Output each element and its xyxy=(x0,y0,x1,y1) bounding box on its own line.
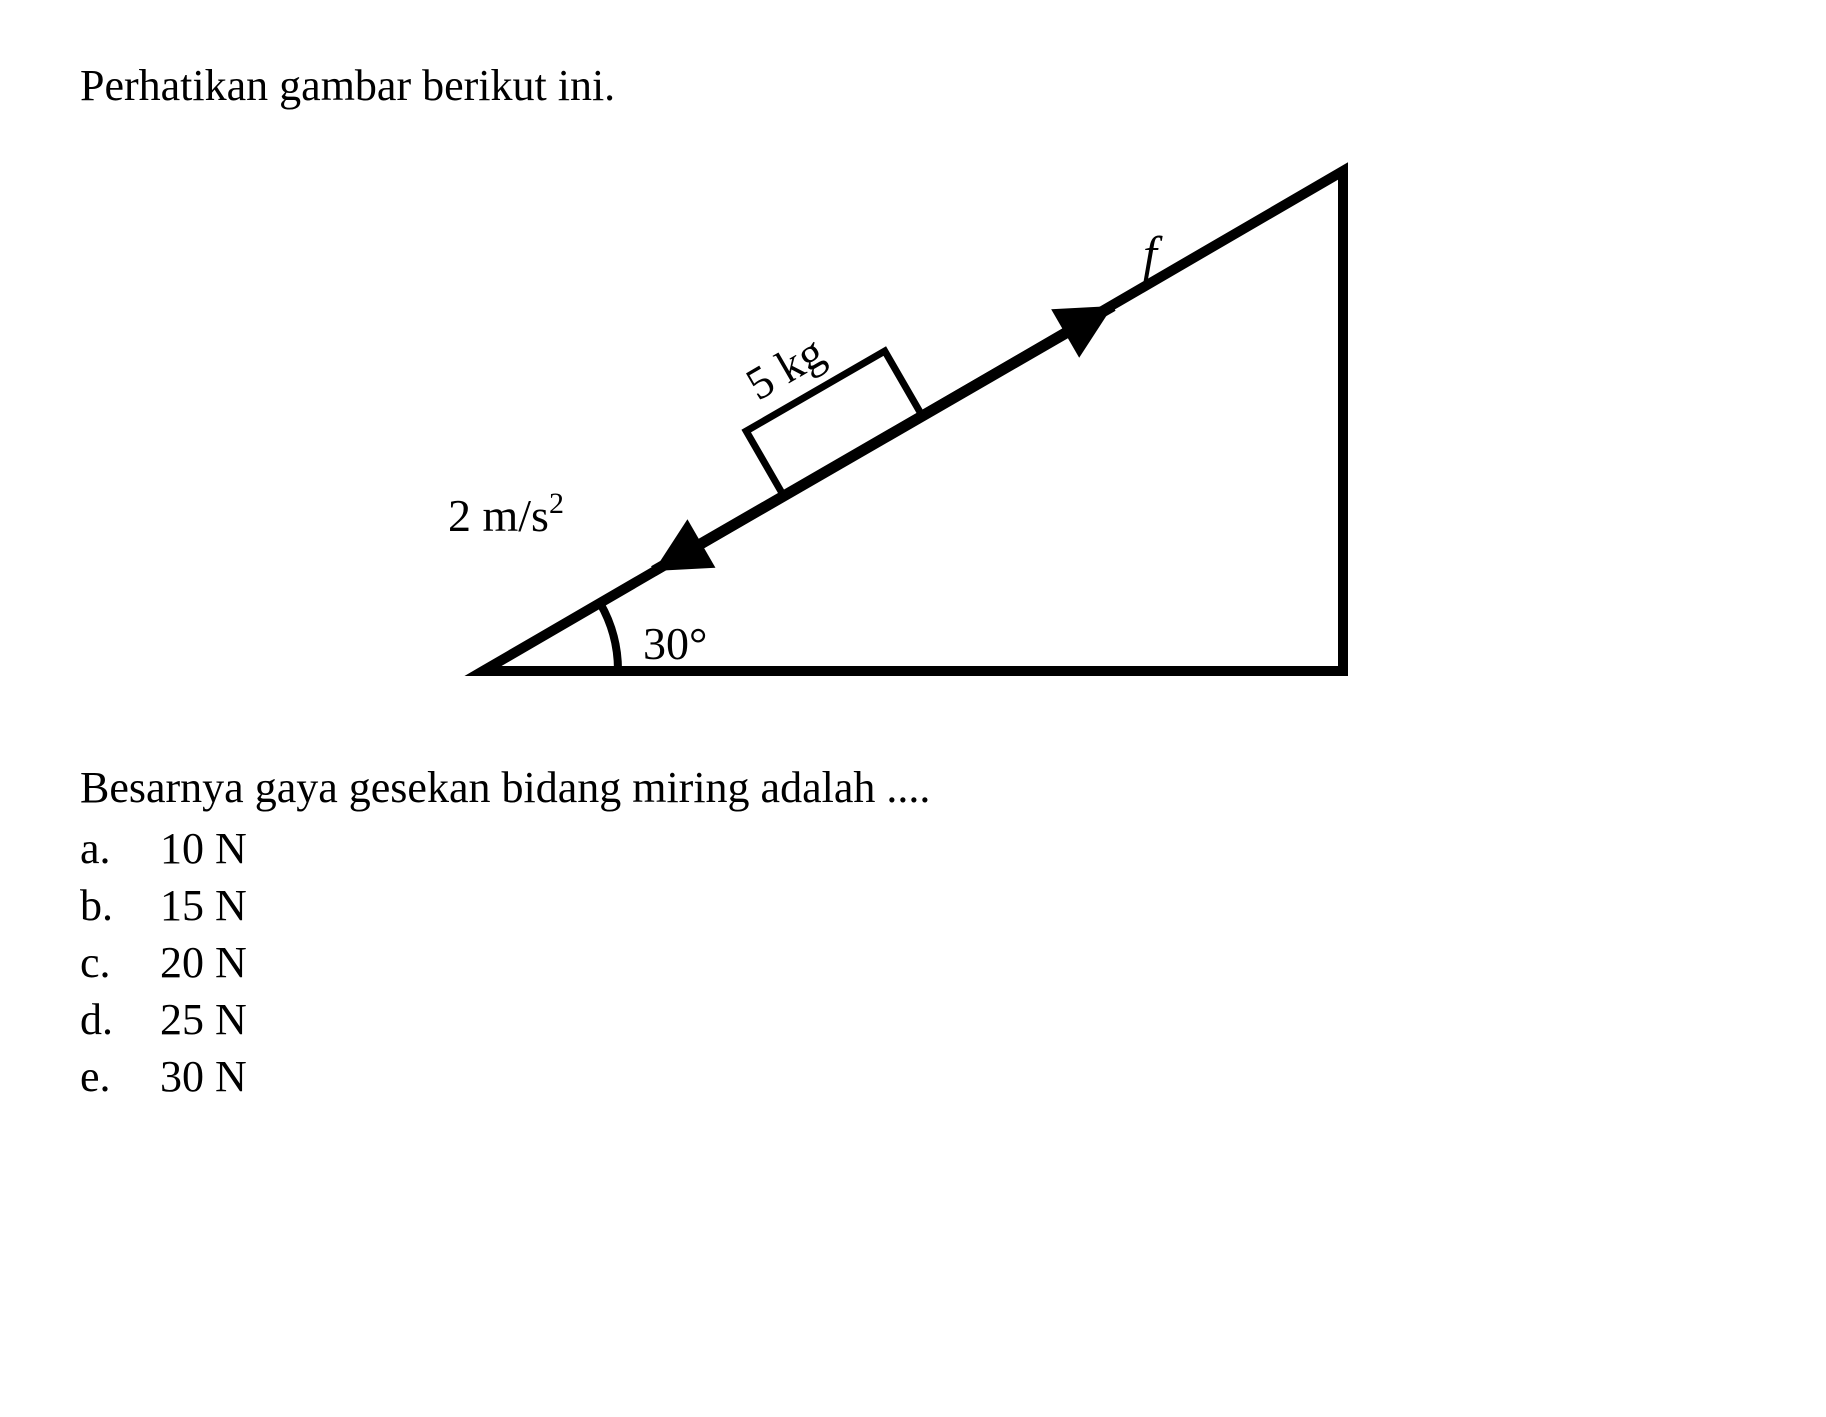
angle-arc xyxy=(600,603,618,671)
option-letter: b. xyxy=(80,880,160,931)
options-list: a. 10 N b. 15 N c. 20 N d. 25 N e. 30 N xyxy=(80,823,1746,1102)
question-text: Perhatikan gambar berikut ini. xyxy=(80,60,1746,111)
option-text: 30 N xyxy=(160,1051,247,1102)
incline-diagram: 30° 5 kg 2 m/s2 f xyxy=(80,151,1746,722)
option-letter: c. xyxy=(80,937,160,988)
option-e: e. 30 N xyxy=(80,1051,1746,1102)
option-text: 25 N xyxy=(160,994,247,1045)
motion-arrow-line xyxy=(654,306,1113,571)
option-text: 10 N xyxy=(160,823,247,874)
question-prompt: Besarnya gaya gesekan bidang miring adal… xyxy=(80,762,1746,813)
option-letter: a. xyxy=(80,823,160,874)
option-text: 15 N xyxy=(160,880,247,931)
option-a: a. 10 N xyxy=(80,823,1746,874)
option-c: c. 20 N xyxy=(80,937,1746,988)
option-b: b. 15 N xyxy=(80,880,1746,931)
mass-label: 5 kg xyxy=(737,325,832,409)
arrowhead-left xyxy=(640,519,716,595)
arrowhead-right xyxy=(1051,282,1127,358)
angle-label: 30° xyxy=(643,618,707,669)
option-letter: e. xyxy=(80,1051,160,1102)
option-text: 20 N xyxy=(160,937,247,988)
accel-label: 2 m/s2 xyxy=(448,487,564,541)
option-letter: d. xyxy=(80,994,160,1045)
option-d: d. 25 N xyxy=(80,994,1746,1045)
